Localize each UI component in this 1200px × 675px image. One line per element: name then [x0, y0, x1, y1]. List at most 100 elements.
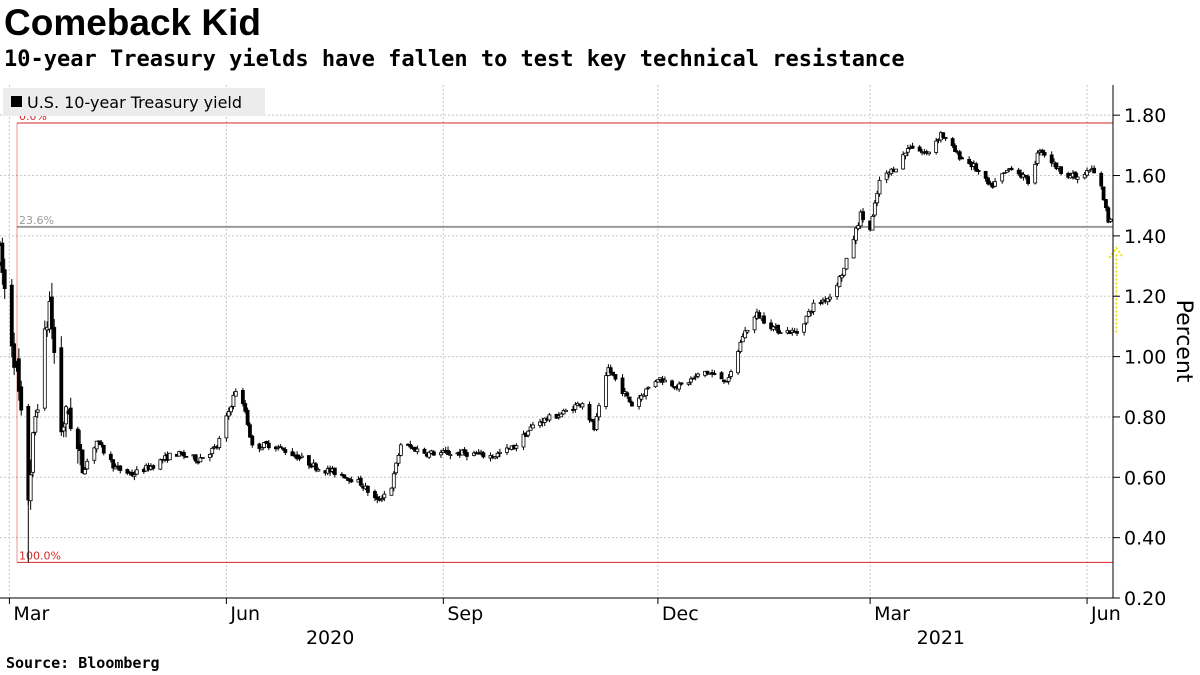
candle-body [281, 447, 285, 450]
candle-body [528, 426, 533, 431]
candle-body [35, 409, 40, 413]
y-tick-label: 1.20 [1124, 286, 1166, 308]
candle-body [771, 326, 776, 330]
candle-body [1049, 154, 1054, 164]
candle-body [689, 378, 693, 383]
candle-body [299, 455, 304, 458]
candle-body [934, 140, 939, 153]
candle-body [113, 466, 118, 470]
candle-body [521, 433, 526, 448]
legend-swatch [11, 96, 22, 107]
candle-body [193, 454, 198, 462]
up-arrow-annotation [1108, 246, 1125, 333]
candle-body [604, 375, 608, 407]
candle-body [68, 407, 73, 429]
candle-body [993, 181, 997, 187]
candle-body [229, 406, 233, 413]
candle-body [637, 397, 641, 407]
candle-body [828, 296, 832, 300]
y-tick-label: 0.40 [1124, 528, 1166, 550]
candle-body [611, 371, 615, 376]
candle-body [118, 465, 123, 471]
candle-body [108, 453, 113, 461]
candle-body [245, 409, 250, 425]
candle-body [391, 473, 396, 489]
candle-body [894, 168, 898, 173]
candle-body [332, 467, 337, 476]
candle-body [31, 432, 35, 473]
candle-body [736, 351, 740, 374]
candle-body [806, 311, 811, 317]
candle-body [19, 386, 24, 411]
candle-body [620, 377, 625, 395]
candle-body [207, 453, 212, 459]
candle-body [851, 239, 856, 259]
candle-body [861, 211, 865, 221]
candle-body [111, 459, 116, 469]
candle-body [1033, 163, 1038, 184]
candle-body [696, 373, 700, 377]
candle-body [872, 202, 877, 216]
candle-body [627, 396, 632, 403]
candle-body [630, 401, 634, 407]
candle-body [1042, 152, 1047, 156]
candle-body [1040, 149, 1045, 153]
candle-body [1087, 169, 1092, 173]
candle-body [99, 442, 104, 446]
candle-body [679, 382, 684, 385]
candle-body [101, 444, 106, 454]
candle-body [257, 443, 262, 449]
candle-body [226, 410, 231, 417]
candle-body [1004, 170, 1009, 173]
candle-body [125, 469, 130, 474]
candle-body [653, 381, 658, 388]
x-tick-label: Mar [13, 603, 49, 625]
candle-body [198, 457, 203, 463]
candle-body [842, 267, 847, 276]
candle-body [875, 193, 880, 204]
candle-body [344, 477, 349, 479]
candle-body [835, 284, 840, 297]
candle-body [248, 424, 252, 438]
candle-body [1104, 199, 1108, 209]
candle-body [184, 455, 189, 458]
candle-body [778, 332, 783, 334]
y-tick-label: 0.20 [1124, 588, 1166, 610]
legend: U.S. 10-year Treasury yield [3, 88, 265, 116]
candle-body [42, 328, 47, 409]
x-tick-label: Sep [447, 603, 483, 625]
candle-body [290, 451, 295, 457]
candle-body [498, 451, 502, 454]
grid-lines [0, 85, 1113, 599]
candle-body [283, 449, 288, 453]
candle-body [307, 455, 311, 466]
candle-body [464, 452, 469, 457]
candle-body [495, 452, 500, 458]
candle-body [856, 225, 861, 230]
candle-body [243, 403, 248, 412]
y-tick-label: 0.80 [1124, 407, 1166, 429]
candle-body [870, 215, 875, 231]
candle-body [571, 409, 575, 411]
candle-body [655, 379, 660, 383]
candle-body [427, 451, 432, 458]
candle-body [531, 424, 535, 429]
candle-body [561, 410, 566, 415]
candle-body [80, 449, 85, 474]
candle-body [12, 343, 17, 368]
candle-body [802, 323, 806, 333]
x-tick-label: Mar [874, 603, 910, 625]
candle-body [28, 474, 33, 502]
candle-body [580, 403, 585, 408]
candle-body [97, 440, 101, 443]
candle-body [726, 377, 731, 382]
candle-body [1002, 172, 1007, 174]
candle-body [877, 179, 882, 195]
candle-body [809, 311, 814, 314]
candle-body [743, 330, 748, 339]
candle-body [217, 438, 222, 448]
candle-body [295, 454, 300, 460]
candle-body [677, 383, 682, 390]
candle-body [476, 452, 481, 455]
